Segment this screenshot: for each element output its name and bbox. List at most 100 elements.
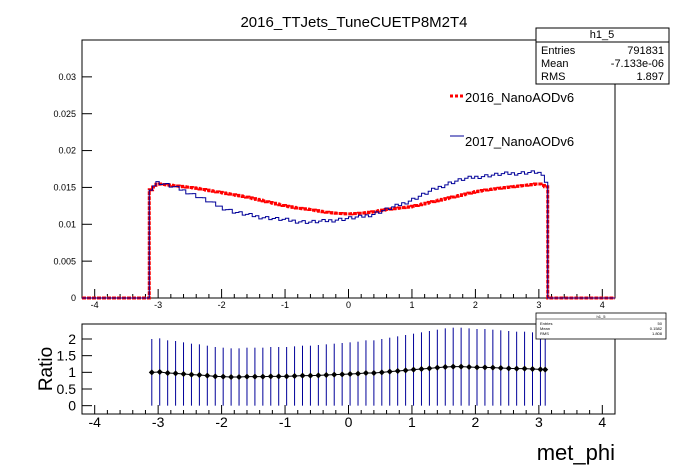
ratio-x-tick-label: -3 [152,414,165,430]
ratio-point [489,364,496,371]
ratio-x-tick-label: 0 [345,414,353,430]
ratio-point [228,374,235,380]
ratio-point [339,371,346,378]
ratio-y-axis-title: Ratio [36,347,57,391]
ratio-point [513,365,520,372]
plot-title: 2016_TTJets_TuneCUETP8M2T4 [240,14,467,31]
ratio-point [259,373,266,380]
stats-box: h1_5 Entries 791831 Mean -7.133e-06 RMS … [535,27,670,85]
top-x-tick-label: 1 [409,300,414,310]
ratio-stats-rms-label: RMS [540,331,549,336]
top-x-tick-label: -4 [91,300,99,310]
stats-box-frame [535,27,670,85]
stats-mean-label: Mean [541,58,569,70]
top-x-tick-label: 4 [600,300,605,310]
ratio-point [267,373,274,380]
ratio-y-tick-label: 0 [68,398,76,414]
ratio-y-tick-label: 1.5 [57,348,77,364]
ratio-axes: -4 -3 -2 -1 0 1 2 3 400.511.52 [57,331,616,430]
ratio-stats-box: h1_5 Entries 50 Mean 0.1582 RMS 1.808 [535,312,667,340]
ratio-point [188,371,195,378]
ratio-x-tick-label: 1 [408,414,416,430]
ratio-point [323,372,330,378]
ratio-stats-mean-label: Mean [540,326,550,331]
stats-rms-label: RMS [541,71,565,83]
ratio-point [458,363,465,370]
ratio-point [537,366,544,373]
top-x-tick-label: -3 [154,300,162,310]
top-x-tick-label: 0 [346,300,351,310]
ratio-point [236,374,243,380]
ratio-point [521,365,528,372]
ratio-point [386,368,393,375]
ratio-point [542,366,549,373]
ratio-stats-rms-value: 1.808 [652,331,663,336]
ratio-point [442,364,449,370]
ratio-y-tick-label: 2 [68,331,76,347]
ratio-point [315,372,322,379]
legend: 2016_NanoAODv6 2017_NanoAODv6 [450,90,574,149]
stats-mean-value: -7.133e-06 [611,58,664,70]
stats-entries-value: 791831 [627,45,664,57]
ratio-point [331,371,338,378]
stats-rms-value: 1.897 [636,71,664,83]
ratio-point [370,370,377,376]
top-plot-frame [81,39,616,299]
top-x-tick-label: -2 [218,300,226,310]
ratio-y-tick-label: 1 [68,364,76,380]
legend-2016-label: 2016_NanoAODv6 [465,90,574,105]
ratio-stats-name: h1_5 [597,314,607,319]
top-y-tick-label: 0.03 [58,72,76,82]
ratio-point [243,373,250,380]
ratio-point [291,373,298,379]
ratio-stats-entries-label: Entries [540,321,552,326]
ratio-point [466,364,473,370]
ratio-point [180,371,187,377]
ratio-stats-frame [535,312,667,340]
ratio-x-tick-label: -2 [215,414,228,430]
ratio-point [307,372,314,379]
top-x-tick-label: -1 [281,300,289,310]
ratio-point [172,370,179,377]
ratio-x-tick-label: 3 [535,414,543,430]
ratio-point [164,370,171,376]
ratio-point [275,373,282,380]
stats-entries-label: Entries [541,45,576,57]
ratio-point [196,372,203,378]
ratio-point [394,368,401,374]
ratio-point [299,372,306,379]
ratio-y-tick-label: 0.5 [57,381,77,397]
top-x-tick-label: 2 [473,300,478,310]
stats-box-name: h1_5 [590,29,614,41]
ratio-point [362,370,369,376]
ratio-x-tick-label: 2 [472,414,480,430]
ratio-point [418,366,425,372]
ratio-point [212,373,219,380]
ratio-series-group [148,327,549,406]
ratio-point [426,365,433,372]
legend-2017-label: 2017_NanoAODv6 [465,134,574,149]
ratio-point [378,369,385,376]
ratio-point [402,367,409,374]
ratio-point [220,373,227,380]
ratio-point [355,370,362,377]
top-y-tick-label: 0.025 [53,109,76,119]
top-y-tick-label: 0 [71,293,76,303]
ratio-point [156,369,163,375]
ratio-point [529,366,536,372]
top-y-tick-label: 0.02 [58,146,76,156]
series-line-2016 [82,182,615,300]
x-axis-title: met_phi [537,440,615,465]
ratio-point [283,373,290,380]
top-y-tick-label: 0.015 [53,183,76,193]
ratio-point [251,373,258,380]
ratio-stats-entries-value: 50 [658,321,663,326]
top-y-tick-label: 0.01 [58,219,76,229]
ratio-point [481,364,488,371]
ratio-point [410,366,417,373]
ratio-stats-mean-value: 0.1582 [650,326,663,331]
ratio-point [148,369,155,376]
ratio-point [347,371,354,377]
top-x-tick-label: 3 [536,300,541,310]
